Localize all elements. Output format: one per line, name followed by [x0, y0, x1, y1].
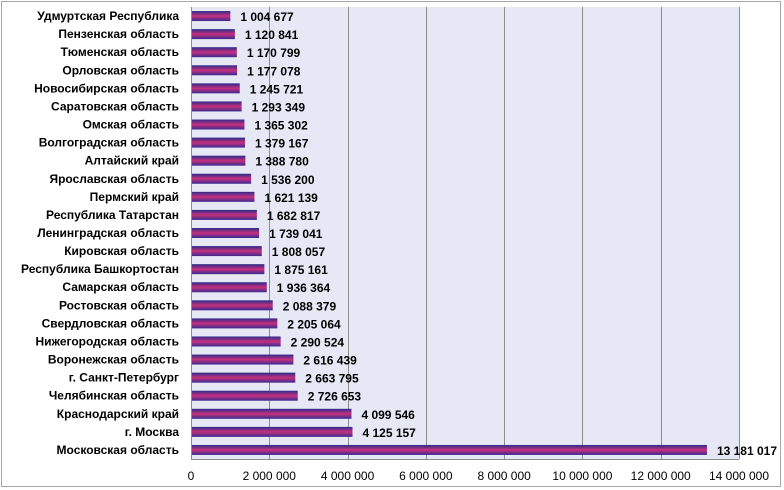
value-label: 1 293 349: [252, 100, 306, 114]
bar: [192, 354, 294, 365]
value-label: 1 875 161: [274, 263, 328, 277]
x-tick-label: 8 000 000: [477, 469, 531, 483]
category-label: Московская область: [57, 443, 179, 457]
category-label: Краснодарский край: [57, 407, 179, 421]
bar: [192, 390, 298, 401]
value-label: 4 099 546: [361, 408, 415, 422]
bar: [192, 191, 255, 202]
bar: [192, 228, 260, 238]
category-label: Челябинская область: [49, 389, 179, 403]
category-label: Нижегородская область: [35, 334, 179, 348]
bar: [192, 336, 281, 347]
x-tick-label: 4 000 000: [321, 469, 375, 483]
bar: [192, 155, 246, 166]
value-label: 4 125 157: [362, 426, 416, 440]
value-label: 1 170 799: [247, 46, 301, 60]
value-label: 1 808 057: [272, 245, 326, 259]
bar: [192, 47, 237, 58]
value-label: 2 663 795: [305, 372, 359, 386]
category-label: Ленинградская область: [37, 226, 179, 240]
bar: [192, 83, 240, 94]
x-tick-label: 6 000 000: [399, 469, 453, 483]
x-tick-label: 14 000 000: [709, 469, 769, 483]
value-label: 2 616 439: [303, 354, 357, 368]
bar: [192, 29, 235, 40]
bar: [192, 264, 265, 275]
x-tick-label: 2 000 000: [243, 469, 297, 483]
category-label: Пензенская область: [58, 27, 179, 41]
category-label: Орловская область: [62, 63, 179, 77]
category-label: Саратовская область: [51, 99, 179, 113]
value-label: 2 205 064: [287, 317, 341, 331]
plot-area: [191, 7, 739, 459]
x-tick-label: 10 000 000: [552, 469, 612, 483]
category-label: Республика Башкортостан: [21, 262, 179, 276]
category-label: Кировская область: [64, 244, 179, 258]
bar: [192, 173, 252, 184]
value-label: 1 388 780: [255, 155, 309, 169]
bar: [192, 282, 267, 293]
category-label: г. Москва: [125, 425, 180, 439]
value-label: 2 088 379: [283, 299, 337, 313]
bar: [192, 11, 231, 22]
category-label: г. Санкт-Петербург: [69, 371, 179, 385]
bar: [192, 408, 352, 419]
x-tick-label: 0: [188, 469, 195, 483]
value-label: 1 177 078: [247, 64, 301, 78]
value-label: 1 379 167: [255, 137, 309, 151]
bar: [192, 209, 257, 220]
value-label: 2 290 524: [291, 335, 345, 349]
bar: [192, 119, 245, 130]
category-label: Свердловская область: [42, 316, 179, 330]
value-label: 1 682 817: [267, 209, 321, 223]
bar: [192, 246, 262, 257]
category-label: Тюменская область: [61, 45, 179, 59]
bar: [192, 65, 238, 76]
value-label: 1 120 841: [245, 28, 299, 42]
bar: [192, 372, 296, 383]
value-label: 1 536 200: [261, 173, 315, 187]
value-label: 1 004 677: [240, 10, 294, 24]
category-label: Алтайский край: [85, 154, 179, 168]
category-label: Волгоградская область: [39, 136, 179, 150]
bar: [192, 137, 245, 148]
category-label: Омская область: [83, 118, 179, 132]
value-label: 1 621 139: [264, 191, 318, 205]
bar: [192, 444, 707, 455]
value-label: 2 726 653: [308, 390, 362, 404]
category-label: Пермский край: [90, 190, 179, 204]
value-label: 1 245 721: [250, 82, 304, 96]
category-label: Самарская область: [62, 280, 179, 294]
category-label: Ростовская область: [59, 298, 179, 312]
bar: [192, 318, 278, 329]
bar: [192, 300, 273, 311]
value-label: 1 936 364: [277, 281, 331, 295]
bar: [192, 426, 353, 437]
value-label: 13 181 017: [717, 444, 777, 458]
category-label: Воронежская область: [48, 353, 179, 367]
bar: [192, 101, 242, 112]
x-tick-label: 12 000 000: [631, 469, 691, 483]
category-label: Республика Татарстан: [46, 208, 179, 222]
category-label: Удмуртская Республика: [37, 9, 179, 23]
value-label: 1 739 041: [269, 227, 323, 241]
category-label: Ярославская область: [49, 172, 179, 186]
value-label: 1 365 302: [254, 119, 308, 133]
category-label: Новосибирская область: [34, 81, 179, 95]
